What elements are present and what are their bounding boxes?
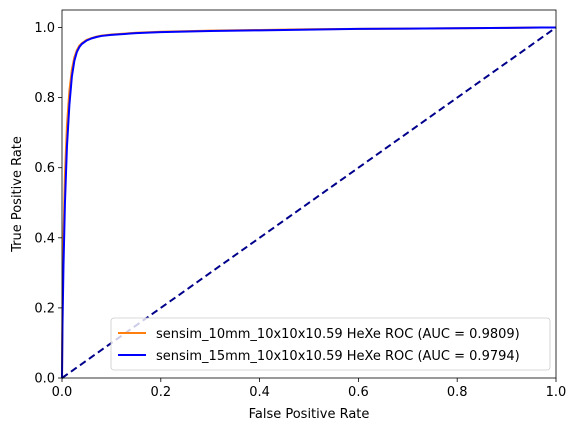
y-tick-label: 0.6: [34, 161, 55, 176]
y-tick-label: 0.8: [34, 91, 55, 106]
x-tick-label: 0.2: [150, 385, 171, 400]
legend: sensim_10mm_10x10x10.59 HeXe ROC (AUC = …: [110, 317, 551, 371]
x-tick-label: 0.0: [52, 385, 73, 400]
legend-label-series-1: sensim_15mm_10x10x10.59 HeXe ROC (AUC = …: [156, 349, 520, 364]
legend-box: [110, 317, 551, 371]
plot-frame: [61, 9, 557, 379]
y-tick-label: 1.0: [34, 21, 55, 36]
x-tick-label: 0.4: [249, 385, 270, 400]
y-tick-label: 0.4: [34, 231, 55, 246]
y-axis-ticks: 0.0 0.2 0.4 0.6 0.8 1.0: [34, 21, 62, 387]
x-tick-label: 1.0: [546, 385, 567, 400]
y-tick-label: 0.2: [34, 301, 55, 316]
y-axis-label: True Positive Rate: [10, 136, 25, 253]
x-axis-ticks: 0.0 0.2 0.4 0.6 0.8 1.0: [52, 378, 567, 400]
x-axis-label: False Positive Rate: [249, 407, 370, 422]
roc-line-series-1: [61, 26, 556, 379]
x-tick-label: 0.6: [348, 385, 369, 400]
y-tick-label: 0.0: [34, 372, 55, 387]
plot-area: [62, 10, 556, 378]
legend-label-series-0: sensim_10mm_10x10x10.59 HeXe ROC (AUC = …: [156, 327, 520, 342]
x-tick-label: 0.8: [447, 385, 468, 400]
